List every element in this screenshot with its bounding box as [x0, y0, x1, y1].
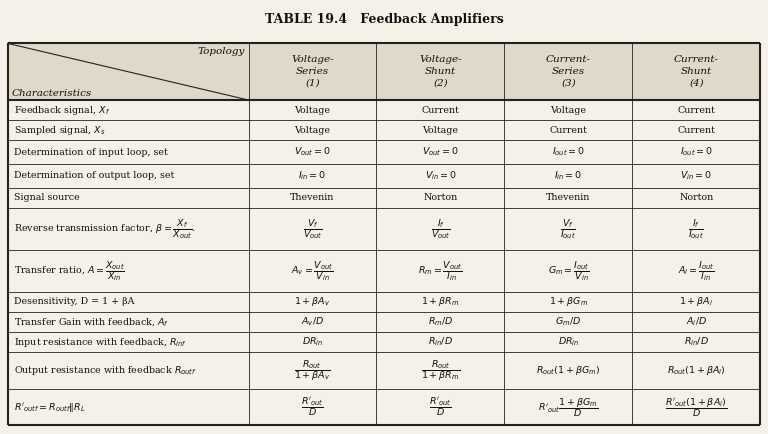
Text: $\dfrac{R_{out}}{1+\beta A_v}$: $\dfrac{R_{out}}{1+\beta A_v}$ — [294, 358, 331, 383]
Text: $R_{in}/D$: $R_{in}/D$ — [684, 336, 709, 349]
Text: Thevenin: Thevenin — [290, 193, 335, 202]
Text: Characteristics: Characteristics — [12, 89, 91, 98]
Text: $I_{in} = 0$: $I_{in} = 0$ — [554, 170, 582, 182]
Text: Current: Current — [549, 126, 588, 135]
Text: Voltage-
Shunt
(2): Voltage- Shunt (2) — [419, 56, 462, 88]
Text: $DR_{in}$: $DR_{in}$ — [302, 336, 323, 349]
Text: Current-
Shunt
(4): Current- Shunt (4) — [674, 56, 719, 88]
Text: Output resistance with feedback $R_{out f}$: Output resistance with feedback $R_{out … — [14, 364, 197, 377]
Text: $V_{out} = 0$: $V_{out} = 0$ — [294, 146, 331, 158]
Text: $A_i/D$: $A_i/D$ — [686, 316, 707, 329]
Text: $I_{out} = 0$: $I_{out} = 0$ — [552, 146, 585, 158]
Text: Norton: Norton — [423, 193, 458, 202]
Text: Current: Current — [422, 105, 459, 115]
Text: Current: Current — [677, 105, 715, 115]
Text: $\dfrac{R_{out}}{1+\beta R_m}$: $\dfrac{R_{out}}{1+\beta R_m}$ — [421, 358, 460, 383]
Text: $\dfrac{I_f}{I_{out}}$: $\dfrac{I_f}{I_{out}}$ — [688, 217, 704, 241]
Text: Feedback signal, $X_f$: Feedback signal, $X_f$ — [14, 104, 110, 117]
Text: $A_i = \dfrac{I_{out}}{I_{in}}$: $A_i = \dfrac{I_{out}}{I_{in}}$ — [678, 259, 715, 283]
Text: $R'_{out f} = R_{out f} \| R_L$: $R'_{out f} = R_{out f} \| R_L$ — [14, 401, 85, 414]
Text: $\dfrac{R'_{out}}{D}$: $\dfrac{R'_{out}}{D}$ — [301, 396, 324, 418]
Text: $\dfrac{V_f}{I_{out}}$: $\dfrac{V_f}{I_{out}}$ — [561, 217, 576, 241]
Text: $1 + \beta G_m$: $1 + \beta G_m$ — [549, 296, 588, 309]
Text: $A_v = \dfrac{V_{out}}{V_{in}}$: $A_v = \dfrac{V_{out}}{V_{in}}$ — [291, 259, 334, 283]
Text: $R_m = \dfrac{V_{out}}{I_{in}}$: $R_m = \dfrac{V_{out}}{I_{in}}$ — [418, 259, 463, 283]
Text: $I_{out} = 0$: $I_{out} = 0$ — [680, 146, 713, 158]
Text: Voltage-
Series
(1): Voltage- Series (1) — [291, 56, 334, 88]
Text: Voltage: Voltage — [294, 126, 330, 135]
Text: $A_v/D$: $A_v/D$ — [301, 316, 324, 329]
Text: Transfer ratio, $A = \dfrac{X_{out}}{X_{in}}$: Transfer ratio, $A = \dfrac{X_{out}}{X_{… — [14, 259, 124, 283]
Text: Determination of output loop, set: Determination of output loop, set — [14, 171, 174, 181]
Text: Transfer Gain with feedback, $A_f$: Transfer Gain with feedback, $A_f$ — [14, 316, 169, 328]
Text: $R_{in}/D$: $R_{in}/D$ — [428, 336, 453, 349]
Text: $V_{in} = 0$: $V_{in} = 0$ — [680, 170, 712, 182]
Text: Determination of input loop, set: Determination of input loop, set — [14, 148, 167, 157]
Text: Input resistance with feedback, $R_{in f}$: Input resistance with feedback, $R_{in f… — [14, 335, 187, 349]
Text: TABLE 19.4   Feedback Amplifiers: TABLE 19.4 Feedback Amplifiers — [265, 13, 503, 26]
Text: $\dfrac{I_f}{V_{out}}$: $\dfrac{I_f}{V_{out}}$ — [431, 217, 450, 241]
Text: $R'_{out}\dfrac{1+\beta G_m}{D}$: $R'_{out}\dfrac{1+\beta G_m}{D}$ — [538, 395, 598, 418]
Text: Voltage: Voltage — [551, 105, 587, 115]
Text: $G_m = \dfrac{I_{out}}{V_{in}}$: $G_m = \dfrac{I_{out}}{V_{in}}$ — [548, 259, 589, 283]
Text: Voltage: Voltage — [422, 126, 458, 135]
Text: $\dfrac{V_f}{V_{out}}$: $\dfrac{V_f}{V_{out}}$ — [303, 217, 323, 241]
Bar — [8, 43, 760, 100]
Text: Signal source: Signal source — [14, 193, 80, 202]
Text: $1 + \beta A_i$: $1 + \beta A_i$ — [680, 296, 713, 309]
Text: Desensitivity, D = 1 + βA: Desensitivity, D = 1 + βA — [14, 297, 134, 306]
Text: $R_m/D$: $R_m/D$ — [428, 316, 453, 329]
Text: Topology: Topology — [197, 47, 245, 56]
Bar — [8, 43, 760, 425]
Text: $DR_{in}$: $DR_{in}$ — [558, 336, 579, 349]
Text: Norton: Norton — [679, 193, 713, 202]
Text: Current-
Series
(3): Current- Series (3) — [546, 56, 591, 88]
Text: $\dfrac{R'_{out}(1+\beta A_i)}{D}$: $\dfrac{R'_{out}(1+\beta A_i)}{D}$ — [665, 395, 727, 418]
Text: Current: Current — [677, 126, 715, 135]
Text: Sampled signal, $X_s$: Sampled signal, $X_s$ — [14, 124, 105, 137]
Text: Voltage: Voltage — [294, 105, 330, 115]
Text: $R_{out}(1+\beta G_m)$: $R_{out}(1+\beta G_m)$ — [536, 364, 601, 377]
Text: $V_{in} = 0$: $V_{in} = 0$ — [425, 170, 456, 182]
Text: $R_{out}(1+\beta A_i)$: $R_{out}(1+\beta A_i)$ — [667, 364, 726, 377]
Text: Reverse transmission factor, $\beta = \dfrac{X_f}{X_{out}}$.: Reverse transmission factor, $\beta = \d… — [14, 217, 196, 241]
Text: $V_{out} = 0$: $V_{out} = 0$ — [422, 146, 458, 158]
Text: $I_{in} = 0$: $I_{in} = 0$ — [299, 170, 326, 182]
Text: $G_m/D$: $G_m/D$ — [555, 316, 581, 329]
Text: $\dfrac{R'_{out}}{D}$: $\dfrac{R'_{out}}{D}$ — [429, 396, 452, 418]
Text: Thevenin: Thevenin — [546, 193, 591, 202]
Text: $1 + \beta R_m$: $1 + \beta R_m$ — [422, 296, 459, 309]
Text: $1 + \beta A_v$: $1 + \beta A_v$ — [294, 296, 331, 309]
